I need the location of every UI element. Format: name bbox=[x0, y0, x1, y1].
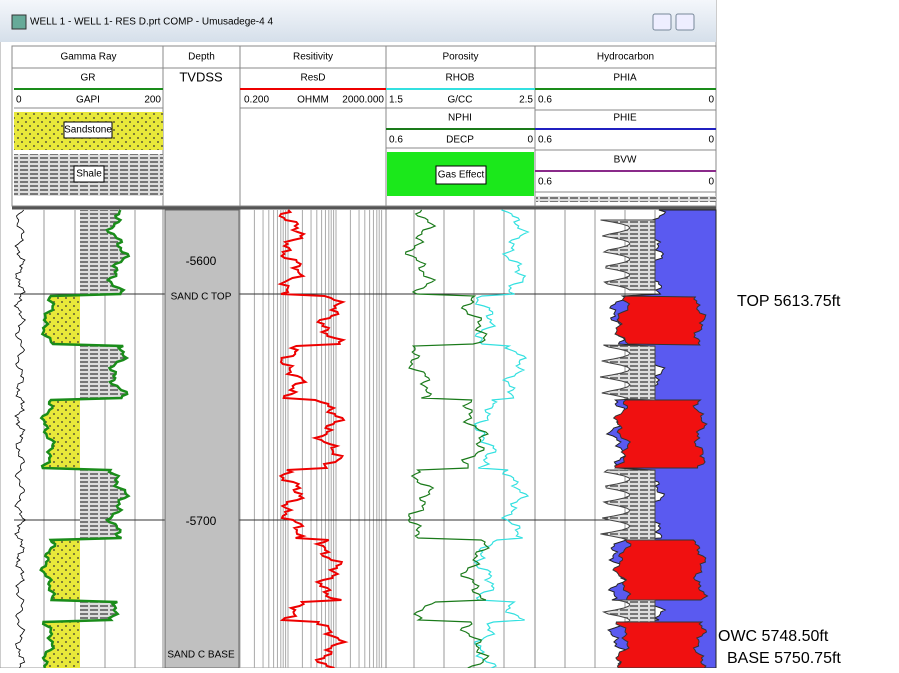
label: 0.6 bbox=[538, 135, 552, 146]
label: NPHI bbox=[448, 113, 472, 124]
label: RHOB bbox=[446, 73, 475, 84]
depth-label: -5600 bbox=[186, 254, 217, 268]
shale-fill bbox=[601, 599, 656, 623]
app-icon bbox=[11, 14, 27, 30]
label: ResD bbox=[300, 73, 325, 84]
label: Depth bbox=[188, 52, 215, 63]
label: 2000.000 bbox=[342, 95, 384, 106]
legend-box bbox=[63, 121, 113, 139]
shale-fill bbox=[600, 219, 656, 291]
depth-column bbox=[164, 209, 240, 669]
sand-fill bbox=[42, 296, 80, 345]
label: GR bbox=[81, 73, 96, 84]
nphi-curve bbox=[404, 209, 490, 669]
label: Hydrocarbon bbox=[597, 52, 654, 63]
label: SAND C BASE bbox=[167, 650, 235, 661]
shale-fill bbox=[600, 469, 656, 541]
hydrocarbon-fill bbox=[612, 399, 708, 469]
label: Sandstone bbox=[64, 125, 112, 136]
legend-box bbox=[73, 165, 105, 183]
label: PHIA bbox=[613, 73, 637, 84]
label: DECP bbox=[446, 135, 474, 146]
label: BVW bbox=[614, 155, 637, 166]
maximize-button[interactable] bbox=[675, 13, 695, 31]
label: SAND C TOP bbox=[171, 292, 232, 303]
annotation: TOP 5613.75ft bbox=[737, 293, 841, 310]
legend-box bbox=[435, 165, 487, 185]
label: 0 bbox=[16, 95, 22, 106]
label: 0.6 bbox=[538, 177, 552, 188]
label: Shale bbox=[76, 169, 102, 180]
annotation: OWC 5748.50ft bbox=[718, 628, 829, 645]
caliper-curve bbox=[13, 209, 27, 669]
label: Resitivity bbox=[293, 52, 333, 63]
rhob-curve bbox=[473, 209, 530, 669]
resd-curve bbox=[277, 209, 349, 669]
shale-fill bbox=[599, 344, 656, 401]
label: 2.5 bbox=[519, 95, 533, 106]
title-bar bbox=[0, 0, 716, 42]
label: 0 bbox=[708, 95, 714, 106]
label: 0 bbox=[527, 135, 533, 146]
label: PHIE bbox=[613, 113, 637, 124]
label: 0.6 bbox=[389, 135, 403, 146]
gr-curve bbox=[39, 209, 131, 669]
label: 0.6 bbox=[538, 95, 552, 106]
label: 200 bbox=[144, 95, 161, 106]
label: Gamma Ray bbox=[60, 52, 116, 63]
label: Gas Effect bbox=[438, 170, 485, 181]
annotation: BASE 5750.75ft bbox=[727, 650, 841, 667]
label: OHMM bbox=[297, 95, 329, 106]
window-title: WELL 1 - WELL 1- RES D.prt COMP - Umusad… bbox=[30, 17, 273, 28]
label: Porosity bbox=[442, 52, 478, 63]
label: 0 bbox=[708, 135, 714, 146]
sand-fill bbox=[41, 400, 80, 468]
label: 1.5 bbox=[389, 95, 403, 106]
hydrocarbon-fill bbox=[612, 539, 709, 601]
hydrocarbon-fill bbox=[614, 295, 707, 346]
label: GAPI bbox=[76, 95, 100, 106]
depth-label: -5700 bbox=[186, 514, 217, 528]
shale-fill bbox=[80, 210, 129, 668]
label: G/CC bbox=[448, 95, 473, 106]
label: 0.200 bbox=[244, 95, 269, 106]
pattern-strip bbox=[536, 196, 716, 202]
label: 0 bbox=[708, 177, 714, 188]
minimize-button[interactable] bbox=[652, 13, 672, 31]
hydrocarbon-fill bbox=[615, 621, 708, 669]
label: TVDSS bbox=[179, 69, 223, 84]
